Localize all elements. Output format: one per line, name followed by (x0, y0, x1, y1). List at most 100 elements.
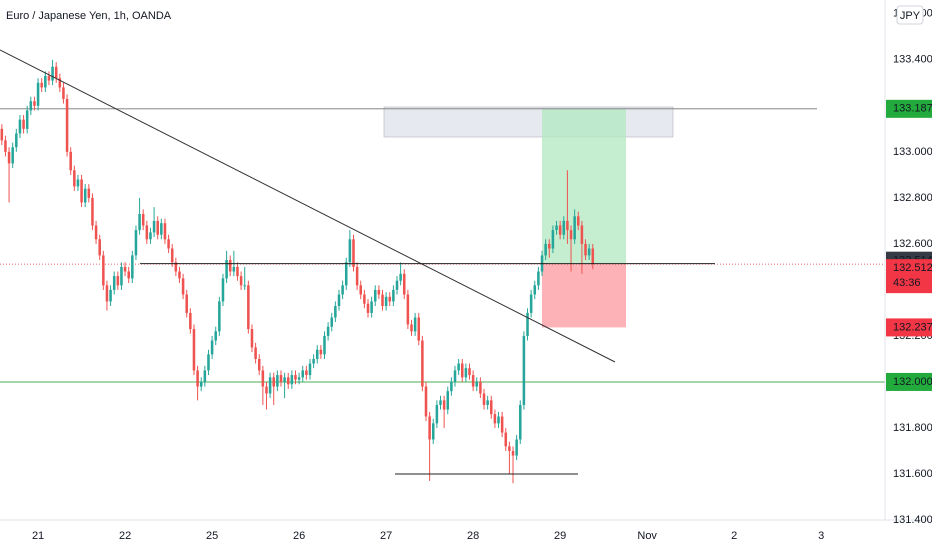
candle-body (181, 278, 185, 295)
candle-body (283, 377, 286, 382)
candle-body (482, 393, 486, 405)
candle-body (395, 280, 399, 290)
candle-body (203, 370, 207, 382)
price-badge-label: 132.237 (893, 321, 932, 333)
candle-body (424, 386, 428, 417)
candle-body (36, 82, 40, 106)
candle-body (83, 188, 87, 203)
candle-body (239, 276, 243, 286)
price-badge-label: 132.512 (893, 262, 932, 274)
candle-body (232, 266, 236, 272)
gray-zone (383, 106, 674, 138)
candle-body (134, 230, 138, 256)
candle-body (493, 414, 497, 424)
candle-body (199, 381, 203, 387)
candle-body (392, 289, 395, 302)
candle-body (192, 329, 196, 371)
candle-body (577, 216, 580, 226)
candle-body (131, 255, 134, 279)
candle-body (431, 423, 435, 440)
candle-body (381, 294, 384, 307)
currency-badge[interactable] (896, 5, 924, 25)
candle-body (102, 255, 105, 286)
candle-body (127, 271, 130, 279)
x-tick-label: 3 (818, 530, 824, 542)
x-tick-label: 21 (32, 530, 44, 542)
candle-body (254, 347, 257, 359)
candle-body (500, 416, 504, 433)
candle-body (80, 179, 83, 203)
candle-body (141, 213, 145, 226)
y-tick-label: 132.600 (893, 238, 932, 250)
candle-body (497, 416, 500, 424)
candle-body (428, 416, 431, 440)
candle-body (359, 285, 363, 295)
candle-body (518, 404, 522, 440)
candle-body (228, 260, 232, 272)
x-tick-label: 25 (206, 530, 218, 542)
candle-body (272, 377, 275, 387)
candle-body (453, 370, 457, 382)
candle-body (486, 400, 489, 405)
candle-body (450, 381, 453, 392)
candle-body (62, 87, 65, 99)
candle-body (446, 391, 450, 410)
candle-body (417, 317, 421, 341)
candle-body (138, 213, 141, 231)
candle-body (301, 370, 305, 378)
candle-body (584, 243, 587, 256)
price-badge (886, 259, 932, 294)
candle-body (334, 306, 337, 318)
candle-body (33, 101, 36, 106)
candle-body (323, 335, 326, 355)
currency-label: JPY (900, 10, 921, 22)
candle-body (243, 285, 246, 287)
candle-body (305, 370, 308, 376)
candle-body (569, 230, 573, 240)
plot (0, 59, 595, 484)
candle-body (468, 368, 471, 376)
candle-body (163, 223, 167, 240)
candle-body (410, 324, 413, 332)
candle-body (170, 248, 174, 263)
candle-body (341, 285, 344, 295)
candle-body (297, 377, 301, 380)
candle-body (460, 363, 464, 378)
x-tick-label: 29 (554, 530, 566, 542)
candle-body (145, 225, 149, 240)
candle-body (529, 294, 533, 313)
take-profit-zone (542, 108, 626, 265)
candle-body (87, 188, 91, 198)
candle-body (51, 66, 54, 81)
candle-body (366, 303, 370, 313)
candle-body (377, 289, 381, 295)
candle-body (537, 271, 540, 286)
candle-body (591, 248, 595, 265)
candle-body (315, 349, 319, 359)
candle-body (464, 368, 468, 378)
price-badge-label: 133.187 (893, 103, 932, 115)
candle-body (290, 375, 294, 385)
y-tick-label: 133.000 (893, 146, 932, 158)
candle-body (435, 404, 439, 424)
candle-body (526, 312, 529, 336)
candle-body (308, 363, 312, 376)
candle-body (548, 243, 551, 249)
candle-body (44, 75, 47, 88)
candle-body (91, 197, 94, 226)
candle-body (558, 225, 562, 235)
candle-body (475, 381, 479, 387)
candle-body (479, 381, 482, 394)
candle-body (562, 220, 566, 235)
y-tick-label: 133.400 (893, 54, 932, 66)
candle-body (587, 248, 591, 256)
candle-body (69, 151, 72, 171)
candle-body (489, 400, 493, 415)
x-tick-label: 27 (380, 530, 392, 542)
candle-body (120, 266, 123, 286)
candle-body (330, 317, 334, 327)
y-tick-label: 132.800 (893, 192, 932, 204)
drawings (0, 49, 715, 475)
candle-body (207, 354, 210, 371)
